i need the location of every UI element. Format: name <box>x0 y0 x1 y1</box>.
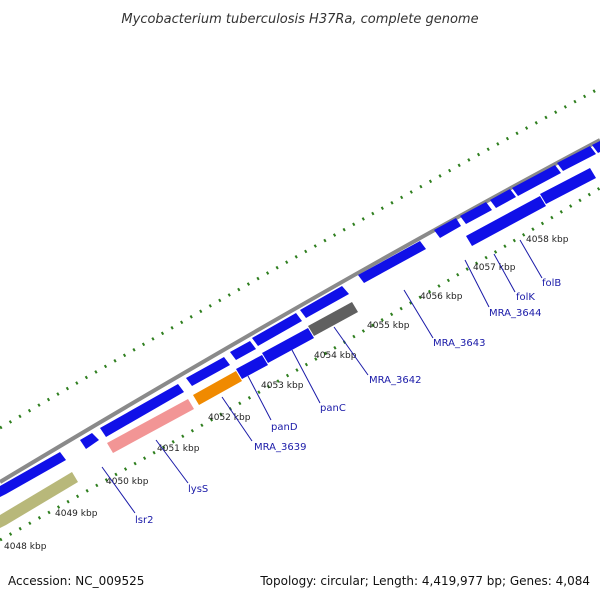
misc-feature[interactable] <box>0 472 78 528</box>
gene-label-mra-3642[interactable]: MRA_3642 <box>369 375 421 386</box>
gene-arrow[interactable] <box>490 189 516 208</box>
inner-tick-ring <box>0 186 600 542</box>
leader-line <box>221 396 253 442</box>
gene-arrow[interactable] <box>0 452 66 497</box>
tick-label: 4052 kbp <box>208 413 251 423</box>
outer-tick-ring <box>0 86 600 430</box>
tick-label: 4058 kbp <box>526 235 569 245</box>
tick-label: 4053 kbp <box>261 381 304 391</box>
tick-label: 4050 kbp <box>106 477 149 487</box>
gene-arrow[interactable] <box>592 141 600 153</box>
gene-arrow[interactable] <box>100 384 184 437</box>
gene-arrow[interactable] <box>512 165 561 196</box>
tick-label: 4051 kbp <box>157 444 200 454</box>
leader-line <box>101 466 136 514</box>
tick-label: 4048 kbp <box>4 542 47 552</box>
leader-line <box>155 439 189 484</box>
tick-labels: 4048 kbp 4049 kbp 4050 kbp 4051 kbp 4052… <box>4 235 569 552</box>
gene-arrow[interactable] <box>262 328 314 363</box>
gene-label-mra-3643[interactable]: MRA_3643 <box>433 338 485 349</box>
gene-label-folK[interactable]: folK <box>516 292 535 303</box>
leader-line <box>333 326 369 376</box>
leader-line <box>464 259 490 308</box>
gene-arrow[interactable] <box>80 433 99 449</box>
gene-label-lsr2[interactable]: lsr2 <box>135 515 153 526</box>
map-title: Mycobacterium tuberculosis H37Ra, comple… <box>121 12 478 27</box>
leader-line <box>403 289 434 339</box>
gene-label-mra-3644[interactable]: MRA_3644 <box>489 308 541 319</box>
genome-summary-text: Topology: circular; Length: 4,419,977 bp… <box>260 574 590 588</box>
gene-label-lysS[interactable]: lysS <box>188 484 208 495</box>
tick-label: 4055 kbp <box>367 321 410 331</box>
trna-feature[interactable] <box>107 399 194 453</box>
tick-label: 4056 kbp <box>420 292 463 302</box>
gene-arrow[interactable] <box>540 168 596 204</box>
gene-label-panD[interactable]: panD <box>271 422 298 433</box>
gene-arrow[interactable] <box>358 241 426 283</box>
gene-arrow[interactable] <box>557 146 596 171</box>
gene-arrow[interactable] <box>236 355 268 379</box>
gene-arrow[interactable] <box>186 357 230 386</box>
tick-label: 4054 kbp <box>314 351 357 361</box>
gene-arrow[interactable] <box>230 341 256 360</box>
pseudogene-feature[interactable] <box>308 302 358 336</box>
tick-label: 4049 kbp <box>55 509 98 519</box>
reverse-strand-features <box>0 168 596 528</box>
gene-label-leaders <box>101 239 543 514</box>
gene-arrow[interactable] <box>466 196 546 246</box>
leader-line <box>247 375 272 421</box>
genome-backbone <box>0 138 600 484</box>
gene-label-folB[interactable]: folB <box>542 278 561 289</box>
leader-line <box>493 253 516 293</box>
gene-arrow[interactable] <box>300 286 349 318</box>
gene-labels: lsr2 lysS MRA_3639 panD panC MRA_3642 MR… <box>135 278 561 526</box>
gene-arrow[interactable] <box>252 313 302 346</box>
gene-arrow[interactable] <box>434 218 461 238</box>
leader-line <box>519 239 543 279</box>
gene-label-mra-3639[interactable]: MRA_3639 <box>254 442 306 453</box>
tick-label: 4057 kbp <box>473 263 516 273</box>
gene-label-panC[interactable]: panC <box>320 403 346 414</box>
accession-text: Accession: NC_009525 <box>8 574 145 588</box>
gene-arrow[interactable] <box>460 202 492 224</box>
forward-strand-features <box>0 141 600 497</box>
rrna-feature[interactable] <box>193 371 242 405</box>
leader-line <box>291 349 321 404</box>
